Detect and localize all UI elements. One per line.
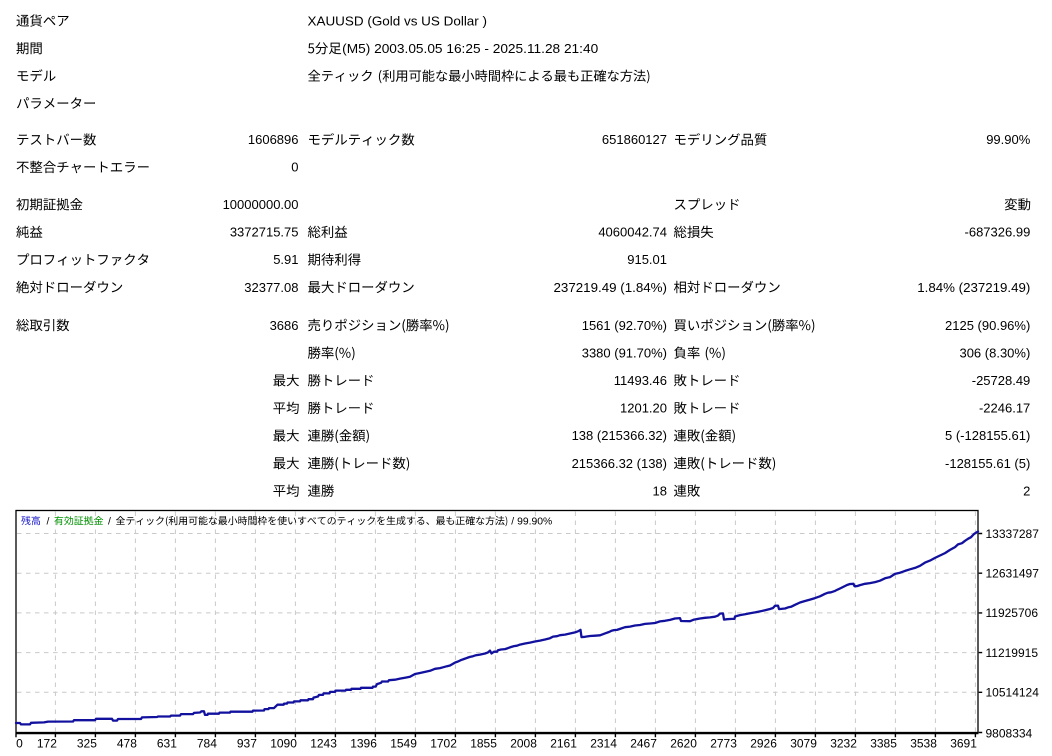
- svg-text:9808334: 9808334: [986, 726, 1033, 740]
- svg-text:1702: 1702: [430, 737, 457, 751]
- svg-text:478: 478: [117, 737, 137, 751]
- svg-text:1.84% (237219.49): 1.84% (237219.49): [917, 280, 1030, 295]
- svg-text:18: 18: [653, 483, 667, 498]
- svg-text:3538: 3538: [910, 737, 937, 751]
- svg-text:915.01: 915.01: [627, 252, 667, 267]
- svg-text:1855: 1855: [470, 737, 497, 751]
- svg-text:-2246.17: -2246.17: [979, 401, 1030, 416]
- svg-text:2773: 2773: [710, 737, 737, 751]
- svg-text:237219.49 (1.84%): 237219.49 (1.84%): [554, 280, 668, 295]
- svg-text:(M5) 2003.05.05 16:25 - 2025.1: (M5) 2003.05.05 16:25 - 2025.11.28 21:40: [342, 41, 598, 56]
- svg-text:138 (215366.32): 138 (215366.32): [572, 428, 667, 443]
- svg-text:3232: 3232: [830, 737, 857, 751]
- svg-text:2926: 2926: [750, 737, 777, 751]
- svg-text:XAUUSD (Gold vs US Dollar ): XAUUSD (Gold vs US Dollar ): [308, 13, 488, 28]
- svg-text:-25728.49: -25728.49: [972, 373, 1031, 388]
- svg-text:1561 (92.70%): 1561 (92.70%): [582, 318, 667, 333]
- svg-text:2008: 2008: [510, 737, 537, 751]
- svg-text:3079: 3079: [790, 737, 817, 751]
- svg-text:1201.20: 1201.20: [620, 401, 667, 416]
- svg-text:10000000.00: 10000000.00: [223, 197, 299, 212]
- svg-text:11219915: 11219915: [986, 646, 1039, 660]
- svg-text:172: 172: [37, 737, 57, 751]
- svg-text:11925706: 11925706: [986, 606, 1039, 620]
- svg-text:-128155.61 (5): -128155.61 (5): [945, 456, 1030, 471]
- svg-text:1090: 1090: [270, 737, 297, 751]
- svg-text:2: 2: [1023, 483, 1030, 498]
- svg-text:32377.08: 32377.08: [244, 280, 298, 295]
- svg-text:0: 0: [16, 737, 23, 751]
- svg-text:2314: 2314: [590, 737, 617, 751]
- svg-text:1243: 1243: [310, 737, 337, 751]
- svg-text:3380 (91.70%): 3380 (91.70%): [582, 345, 667, 360]
- svg-text:/: /: [108, 515, 111, 527]
- svg-text:11493.46: 11493.46: [614, 373, 667, 388]
- svg-text:1396: 1396: [350, 737, 377, 751]
- svg-text:5 (-128155.61): 5 (-128155.61): [945, 428, 1030, 443]
- svg-text:3691: 3691: [950, 737, 977, 751]
- svg-text:0: 0: [291, 160, 298, 175]
- svg-text:215366.32 (138): 215366.32 (138): [572, 456, 667, 471]
- svg-text:4060042.74: 4060042.74: [598, 225, 667, 240]
- svg-text:5.91: 5.91: [273, 252, 298, 267]
- svg-text:10514124: 10514124: [986, 686, 1040, 700]
- svg-text:2467: 2467: [630, 737, 657, 751]
- svg-text:1549: 1549: [390, 737, 417, 751]
- svg-text:325: 325: [77, 737, 97, 751]
- svg-text:1606896: 1606896: [248, 132, 299, 147]
- svg-text:306 (8.30%): 306 (8.30%): [959, 345, 1030, 360]
- svg-text:3372715.75: 3372715.75: [230, 225, 299, 240]
- svg-text:12631497: 12631497: [986, 567, 1040, 581]
- svg-text:784: 784: [197, 737, 217, 751]
- svg-text:-687326.99: -687326.99: [965, 225, 1031, 240]
- svg-text:631: 631: [157, 737, 177, 751]
- svg-text:2125 (90.96%): 2125 (90.96%): [945, 318, 1030, 333]
- svg-text:3385: 3385: [870, 737, 897, 751]
- svg-text:2161: 2161: [550, 737, 577, 751]
- svg-text:99.90%: 99.90%: [986, 132, 1031, 147]
- svg-text:/: /: [47, 515, 50, 527]
- svg-text:651860127: 651860127: [602, 132, 667, 147]
- svg-text:2620: 2620: [670, 737, 697, 751]
- svg-text:13337287: 13337287: [986, 527, 1040, 541]
- svg-text:3686: 3686: [270, 318, 299, 333]
- svg-text:937: 937: [237, 737, 257, 751]
- svg-text:/ 99.90%: / 99.90%: [511, 515, 552, 527]
